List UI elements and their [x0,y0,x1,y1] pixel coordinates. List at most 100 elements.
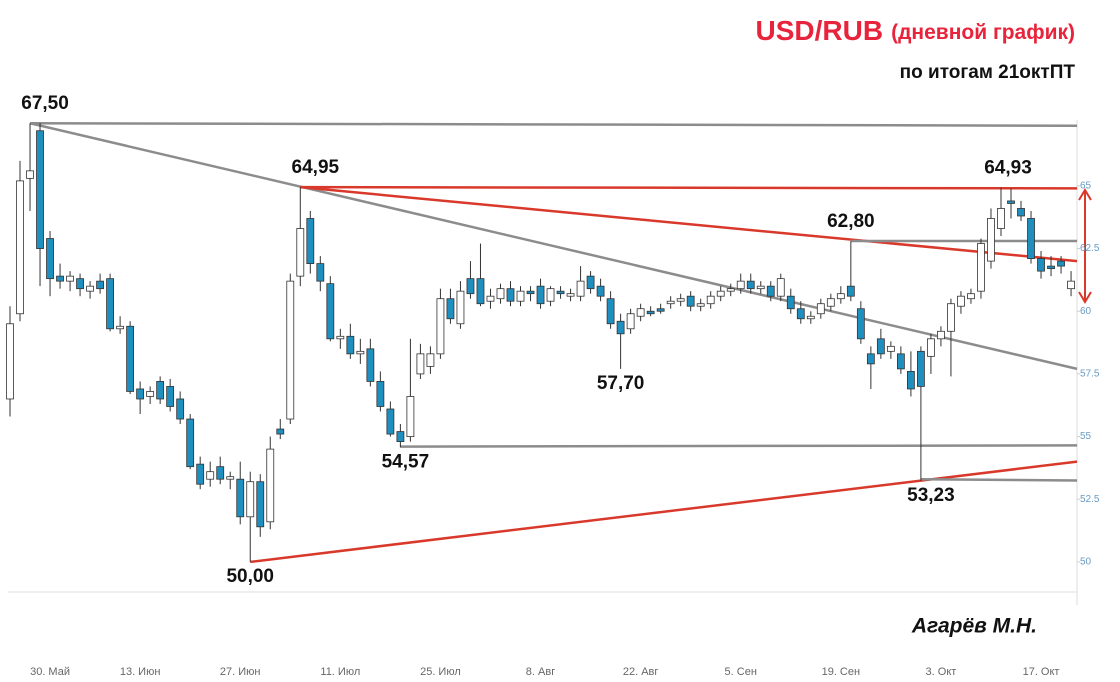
candle-body [1017,208,1025,217]
candle-body [826,298,835,307]
x-tick-label: 17. Окт [1023,666,1060,678]
candle-body [616,320,625,335]
candle-body [356,350,365,355]
candle-body [987,218,995,262]
annotation: 67,50 [21,93,69,114]
candle-body [756,285,765,290]
candle-body [866,353,875,365]
candle-body [736,280,745,290]
candle-body [196,463,205,485]
candle-body [636,308,645,317]
annotation: 62,80 [827,211,875,232]
candle-body [106,278,114,330]
trend-line [30,121,1078,127]
candle-body [316,263,325,282]
range-arrow [1078,188,1092,304]
candle-body [967,293,975,300]
candle-body [816,303,825,315]
candle-body [86,285,94,292]
candle-body [296,228,305,277]
y-tick-label: 57.5 [1080,369,1100,380]
candle-body [1047,265,1055,270]
trend-line [920,477,1078,482]
y-tick-label: 62.5 [1080,243,1100,254]
trend-line [29,122,1078,371]
y-tick-label: 65 [1080,181,1092,192]
candle-body [406,396,415,437]
candle-body [656,308,665,312]
candle-body [876,338,885,355]
x-tick-label: 25. Июл [420,666,461,678]
x-tick-label: 30. Май [30,666,70,678]
candle-body [766,285,775,297]
candle-body [907,370,915,390]
candle-body [586,275,595,290]
candle-body [186,418,195,468]
x-tick-label: 3. Окт [926,666,957,678]
candle-body [156,381,165,400]
candle-body [576,280,585,297]
candle-body [686,295,695,307]
candle-body [276,428,285,435]
candle-body [486,295,495,302]
candle-body [856,308,865,340]
y-tick-label: 60 [1080,306,1092,317]
candle-body [56,275,64,282]
candle-body [256,481,265,528]
candle-body [206,471,215,480]
candle-body [927,338,935,357]
annotation: 50,00 [226,566,274,587]
candle-body [246,481,255,518]
candle-body [286,280,295,420]
candle-body [476,278,485,305]
candle-body [726,288,735,292]
x-tick-label: 19. Сен [822,666,860,678]
annotation: 54,57 [382,451,430,472]
candle-body [166,386,175,407]
candle-body [96,280,104,290]
candle-body [917,350,925,387]
candle-body [6,323,14,400]
chart-title: USD/RUB (дневной график) [756,15,1075,46]
candle-body [977,243,985,292]
candle-body [456,290,465,325]
candle-body [376,381,385,407]
candle-body [1037,258,1045,272]
trend-line [250,460,1078,564]
candle-body [937,330,945,340]
candle-body [526,290,535,295]
candle-body [706,295,715,305]
candle-body [806,315,815,320]
candle-body [596,285,605,297]
candle-body [236,478,245,518]
x-tick-label: 11. Июл [320,666,360,678]
candle-body [176,398,185,420]
candle-body [36,130,44,249]
x-tick-label: 5. Сен [725,666,757,678]
candle-body [26,170,34,179]
x-tick-label: 22. Авг [623,666,659,678]
candle-body [386,408,395,435]
trend-line [300,185,1078,263]
candle-body [896,353,905,370]
candle-body [496,288,505,300]
annotation: 64,95 [292,157,340,178]
candle-body [846,285,855,297]
candle-body [366,348,375,382]
y-tick-label: 55 [1080,431,1092,442]
candle-body [886,345,895,352]
annotation: 57,70 [597,373,645,394]
x-tick-label: 13. Июн [120,666,161,678]
annotation: 53,23 [907,485,955,506]
candle-body [1067,280,1075,290]
candle-body [676,298,685,302]
candle-body [66,275,74,282]
candle-body [646,310,655,315]
candle-body [506,288,515,302]
candle-body [536,285,545,305]
candle-body [566,293,575,297]
x-tick-label: 27. Июн [220,666,261,678]
candle-body [426,353,435,367]
author: Агарёв М.Н. [911,615,1037,638]
